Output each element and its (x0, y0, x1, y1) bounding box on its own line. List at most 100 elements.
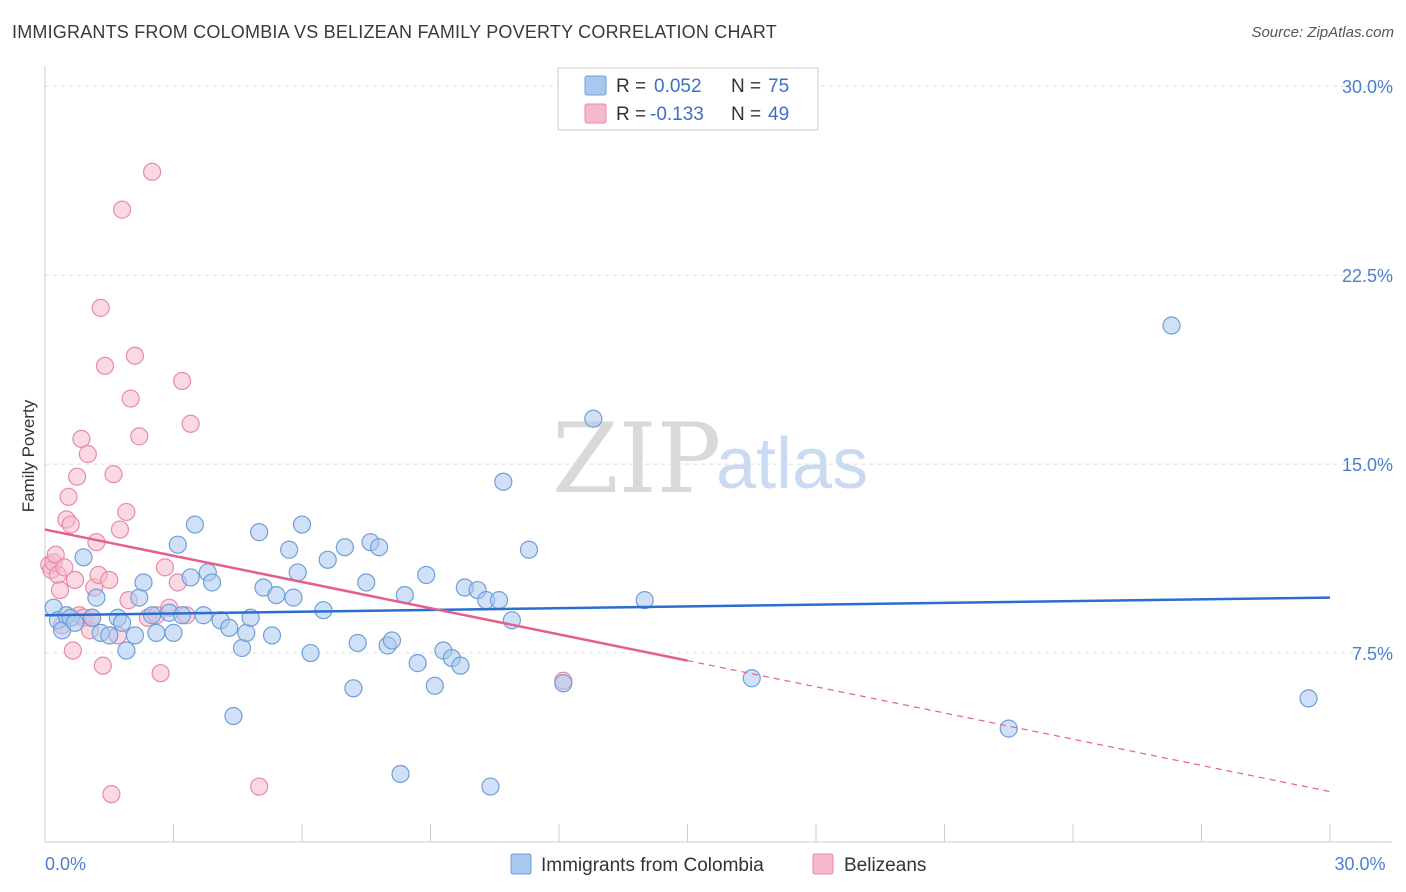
colombia-point (301, 643, 320, 663)
watermark: ZIP atlas (552, 403, 868, 515)
colombia-point (425, 676, 444, 695)
colombia-point (335, 538, 354, 557)
y-tick-label: 30.0% (1342, 77, 1393, 97)
x-tick-label: 0.0% (45, 854, 86, 874)
y-tick-label: 7.5% (1352, 644, 1393, 664)
colombia-point (1162, 316, 1181, 335)
colombia-point (168, 535, 187, 554)
colombia-point (185, 515, 205, 534)
colombia-point (181, 568, 200, 587)
colombia-point (451, 656, 470, 675)
colombia-point (100, 626, 119, 645)
colombia-points (44, 316, 1318, 796)
belizean-point (112, 200, 132, 219)
chart-title: IMMIGRANTS FROM COLOMBIA VS BELIZEAN FAM… (12, 22, 777, 42)
colombia-point (344, 679, 363, 698)
axes (44, 66, 1392, 843)
colombia-point (288, 563, 307, 582)
colombia-point (357, 573, 376, 592)
belizean-point (93, 656, 112, 675)
x-tick-labels: 0.0% 30.0% (45, 854, 1386, 874)
belizean-point (151, 664, 170, 683)
belizean-point (63, 641, 82, 660)
belizean-point (68, 467, 87, 486)
belizean-point (125, 346, 145, 365)
colombia-point (237, 623, 256, 642)
colombia-point (130, 588, 149, 607)
belizeans-points (40, 162, 573, 804)
colombia-point (280, 540, 299, 559)
colombia-point (348, 633, 367, 653)
belizean-point (78, 444, 97, 464)
belizean-point (59, 487, 78, 506)
legend-n-label-blue: N = (731, 76, 761, 97)
legend-r-label-pink: R = (616, 104, 646, 125)
colombia-point (481, 777, 500, 796)
colombia-point (134, 573, 153, 592)
colombia-point (250, 523, 269, 542)
belizean-point (110, 520, 130, 539)
colombia-point (232, 638, 252, 658)
colombia-point (417, 565, 436, 585)
belizean-point (72, 429, 91, 448)
colombia-point (635, 591, 654, 610)
colombia-point (87, 588, 106, 607)
colombia-point (519, 540, 539, 559)
colombia-point (391, 764, 410, 784)
y-tick-labels: 7.5% 15.0% 22.5% 30.0% (1342, 77, 1393, 664)
colombia-point (194, 606, 213, 625)
colombia-trend-line (44, 596, 1331, 617)
bottom-legend-swatch-blue (510, 853, 532, 875)
colombia-point (164, 623, 183, 642)
belizean-point (100, 570, 119, 590)
watermark-zip: ZIP (552, 403, 721, 515)
colombia-point (489, 591, 509, 610)
belizean-point (55, 558, 74, 577)
colombia-point (112, 613, 132, 632)
colombia-point (267, 585, 286, 605)
colombia-point (262, 626, 282, 645)
belizean-point (95, 356, 115, 375)
belizean-point (65, 570, 85, 590)
colombia-point (74, 548, 93, 567)
bottom-legend-label-belizeans: Belizeans (844, 855, 926, 876)
colombia-point (408, 654, 427, 673)
trend-lines (44, 528, 1331, 793)
x-tick-label: 30.0% (1334, 854, 1385, 874)
legend-n-value-blue: 75 (768, 76, 789, 97)
belizean-point (181, 414, 200, 433)
colombia-point (554, 674, 573, 693)
colombia-point (83, 608, 102, 627)
colombia-point (224, 706, 243, 726)
legend-top: R = 0.052 N = 75 R = -0.133 N = 49 (557, 67, 819, 131)
colombia-point (584, 409, 603, 428)
colombia-point (1299, 689, 1318, 708)
legend-bottom: Immigrants from Colombia Belizeans (510, 853, 926, 876)
legend-swatch-blue (584, 75, 607, 96)
colombia-point (370, 538, 389, 557)
colombia-point (125, 626, 145, 645)
colombia-point (999, 719, 1018, 738)
y-tick-label: 22.5% (1342, 266, 1393, 286)
bottom-legend-label-colombia: Immigrants from Colombia (541, 855, 764, 876)
belizean-point (155, 558, 175, 577)
belizean-point (46, 545, 65, 564)
y-tick-label: 15.0% (1342, 455, 1393, 475)
colombia-point (65, 613, 85, 632)
colombia-point (142, 606, 162, 625)
belizean-point (142, 162, 162, 181)
belizean-point (172, 371, 192, 391)
colombia-point (292, 515, 312, 534)
belizean-point (50, 580, 70, 600)
legend-n-label-pink: N = (731, 104, 761, 125)
belizean-point (104, 465, 123, 484)
colombia-point (220, 618, 239, 637)
colombia-point (117, 641, 136, 660)
colombia-point (202, 573, 222, 592)
bottom-legend-swatch-pink (812, 853, 834, 875)
colombia-point (172, 606, 192, 625)
colombia-point (318, 550, 337, 569)
belizean-point (102, 785, 121, 804)
legend-r-value-blue: 0.052 (654, 76, 702, 97)
